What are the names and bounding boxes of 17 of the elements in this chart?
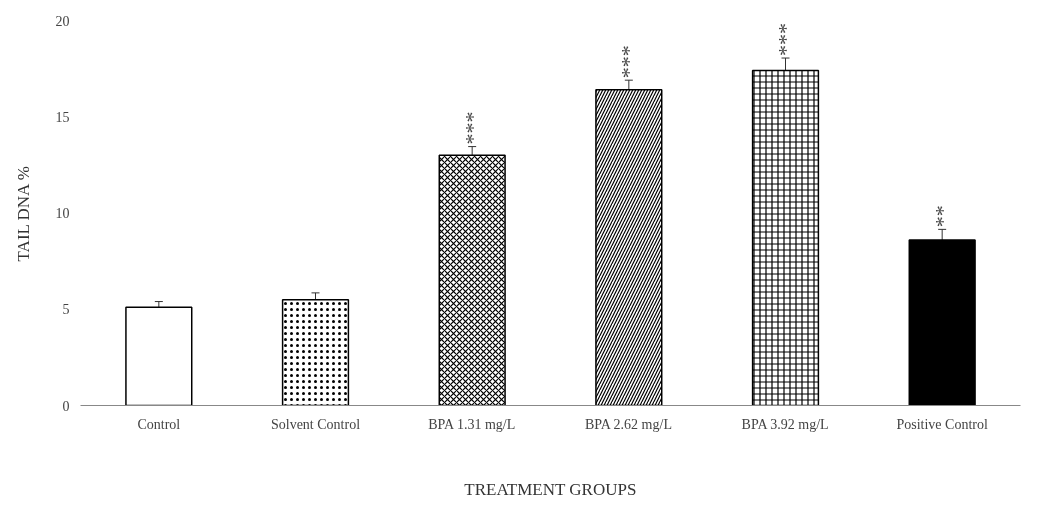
annotation: **	[929, 205, 955, 228]
y-tick-label: 15	[55, 109, 70, 125]
x-tick-label: Control	[137, 416, 181, 432]
x-tick-label: BPA 3.92 mg/L	[741, 416, 829, 432]
y-tick-label: 10	[55, 206, 70, 221]
x-axis-title: TREATMENT GROUPS	[464, 479, 637, 499]
x-tick-label: BPA 1.31 mg/L	[428, 416, 516, 432]
y-tick-label: 5	[62, 302, 70, 318]
annotation: ***	[773, 23, 798, 57]
annotation: ***	[459, 111, 485, 145]
x-tick-label: BPA 2.62 mg/L	[584, 416, 672, 432]
y-axis-title: TAIL DNA %	[13, 166, 33, 262]
y-tick-label: 0	[62, 398, 70, 414]
y-tick-label: 20	[55, 13, 70, 29]
x-tick-label: Solvent Control	[270, 416, 361, 432]
x-tick-label: Positive Control	[896, 416, 988, 432]
annotation: ***	[616, 45, 642, 79]
